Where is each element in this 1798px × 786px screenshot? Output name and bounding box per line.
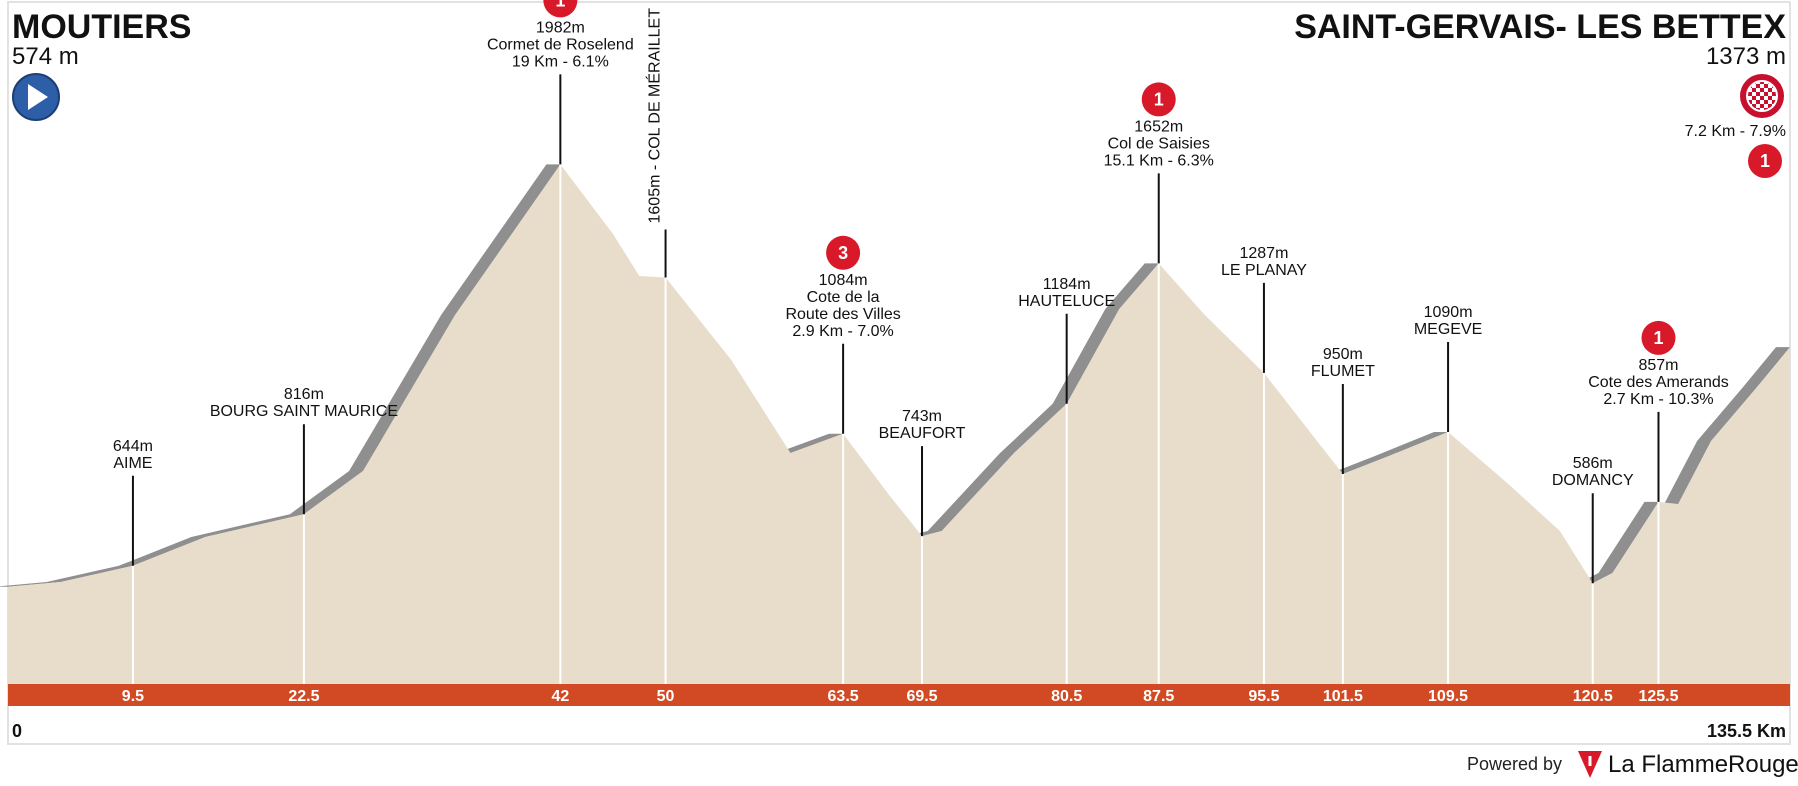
climb-category-number: 1 (1154, 89, 1164, 109)
km-mark-label: 109.5 (1428, 688, 1468, 705)
km-mark-label: 95.5 (1248, 688, 1279, 705)
km-mark-label: 80.5 (1051, 688, 1082, 705)
waypoint-label: 15.1 Km - 6.3% (1104, 152, 1214, 169)
km-mark-label: 63.5 (828, 688, 859, 705)
brand-name: La FlammeRouge (1608, 751, 1798, 778)
waypoint-label: LE PLANAY (1221, 262, 1307, 279)
km-mark-label: 22.5 (288, 688, 319, 705)
waypoint-label: Route des Villes (785, 306, 900, 323)
axis-end-label: 135.5 Km (1707, 721, 1786, 741)
finish-category-number: 1 (1760, 151, 1770, 171)
waypoint-altitude: 644m (113, 438, 153, 455)
waypoint-label: 1605m - COL DE MÉRAILLET (645, 8, 664, 224)
climb-category-number: 1 (1653, 328, 1663, 348)
waypoint-label: 2.7 Km - 10.3% (1603, 391, 1713, 408)
climb-category-circle (543, 0, 578, 18)
slope-shadow (0, 164, 1790, 587)
waypoint-label: Cote de la (807, 289, 880, 306)
flamme-rouge-icon (1578, 751, 1602, 778)
waypoint-altitude: 1090m (1424, 304, 1473, 321)
waypoint-label: 2.9 Km - 7.0% (792, 323, 893, 340)
km-mark-label: 101.5 (1323, 688, 1363, 705)
waypoint-label: DOMANCY (1552, 472, 1634, 489)
waypoint-label: HAUTELUCE (1018, 293, 1115, 310)
waypoint-label: BEAUFORT (879, 425, 966, 442)
waypoint-label: Col de Saisies (1108, 135, 1210, 152)
km-mark-label: 120.5 (1573, 688, 1613, 705)
waypoint-altitude: 950m (1323, 346, 1363, 363)
km-mark-label: 42 (551, 688, 569, 705)
finish-category-badge: 1 (1748, 144, 1782, 178)
climb-category-circle (826, 235, 861, 270)
climb-category-badge: 1 (543, 0, 578, 18)
play-icon (12, 73, 60, 121)
checkered-flag-icon (1740, 74, 1784, 118)
waypoint-altitude: 1084m (819, 272, 868, 289)
waypoint-altitude: 1652m (1134, 118, 1183, 135)
waypoint-altitude: 586m (1573, 455, 1613, 472)
km-mark-label: 50 (657, 688, 675, 705)
waypoint-altitude: 1184m (1043, 276, 1091, 293)
finish-climb-stat: 7.2 Km - 7.9% (1685, 123, 1786, 140)
climb-category-badge: 1 (1141, 82, 1176, 117)
waypoint-label: BOURG SAINT MAURICE (210, 403, 398, 420)
km-mark-label: 9.5 (122, 688, 144, 705)
distance-marks: 9.5 22.5 42 50 63.5 69.5 80.5 87.5 95.5 101.5 109.… (122, 688, 1679, 705)
km-mark-label: 125.5 (1638, 688, 1678, 705)
axis-start-label: 0 (12, 721, 22, 741)
waypoint-altitude: 816m (284, 386, 324, 403)
terrain-area (8, 164, 1790, 684)
waypoint-label: AIME (113, 455, 152, 472)
finish-altitude: 1373 m (1706, 43, 1786, 70)
km-mark-label: 87.5 (1143, 688, 1174, 705)
distance-bar (8, 684, 1790, 706)
powered-by-label: Powered by (1467, 754, 1562, 774)
start-altitude: 574 m (12, 43, 79, 70)
km-mark-label: 69.5 (906, 688, 937, 705)
waypoint-altitude: 743m (902, 408, 942, 425)
waypoint-marker: 1605m - COL DE MÉRAILLET (645, 8, 667, 684)
start-town-name: MOUTIERS (12, 8, 191, 46)
climb-category-number: 3 (838, 243, 848, 263)
waypoint-label: Cormet de Roselend (487, 36, 634, 53)
waypoint-label: FLUMET (1311, 363, 1375, 380)
waypoint-label: 19 Km - 6.1% (512, 53, 609, 70)
waypoint-label: MEGEVE (1414, 321, 1482, 338)
waypoint-label: Cote des Amerands (1588, 374, 1729, 391)
climb-category-badge: 1 (1641, 320, 1676, 355)
finish-town-name: SAINT-GERVAIS- LES BETTEX (1294, 8, 1786, 46)
climb-category-circle (1141, 82, 1176, 117)
waypoint-altitude: 1982m (536, 19, 585, 36)
climb-category-badge: 3 (826, 235, 861, 270)
waypoint-altitude: 1287m (1239, 245, 1288, 262)
climb-category-number: 1 (555, 0, 565, 10)
waypoint-altitude: 857m (1638, 357, 1678, 374)
profile-layer (0, 164, 1790, 684)
climb-category-circle (1641, 320, 1676, 355)
